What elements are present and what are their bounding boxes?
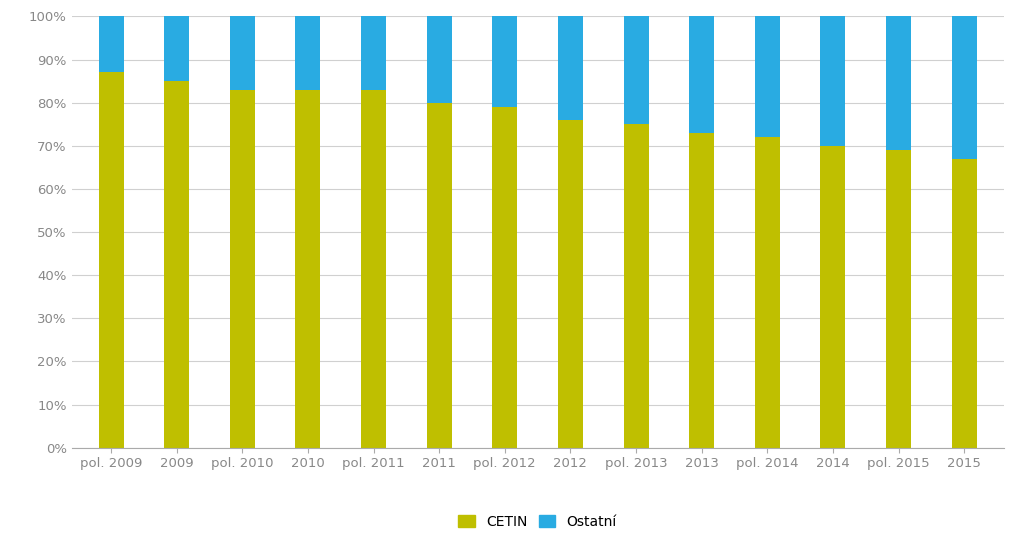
Bar [755, 137, 779, 448]
Bar [98, 73, 124, 448]
Bar [689, 16, 714, 133]
Bar [229, 16, 255, 90]
Bar [558, 120, 583, 448]
Bar [624, 16, 648, 124]
Bar [886, 150, 911, 448]
Bar [558, 16, 583, 120]
Bar [493, 107, 517, 448]
Bar [886, 16, 911, 150]
Bar [493, 16, 517, 107]
Bar [296, 16, 321, 90]
Bar [689, 133, 714, 448]
Bar [951, 159, 977, 448]
Bar [820, 146, 846, 448]
Bar [164, 81, 189, 448]
Bar [755, 16, 779, 137]
Bar [296, 90, 321, 448]
Bar [820, 16, 846, 146]
Legend: CETIN, Ostatní: CETIN, Ostatní [452, 508, 624, 536]
Bar [427, 16, 452, 103]
Bar [98, 16, 124, 73]
Bar [164, 16, 189, 81]
Bar [229, 90, 255, 448]
Bar [361, 16, 386, 90]
Bar [361, 90, 386, 448]
Bar [624, 124, 648, 448]
Bar [951, 16, 977, 159]
Bar [427, 103, 452, 448]
